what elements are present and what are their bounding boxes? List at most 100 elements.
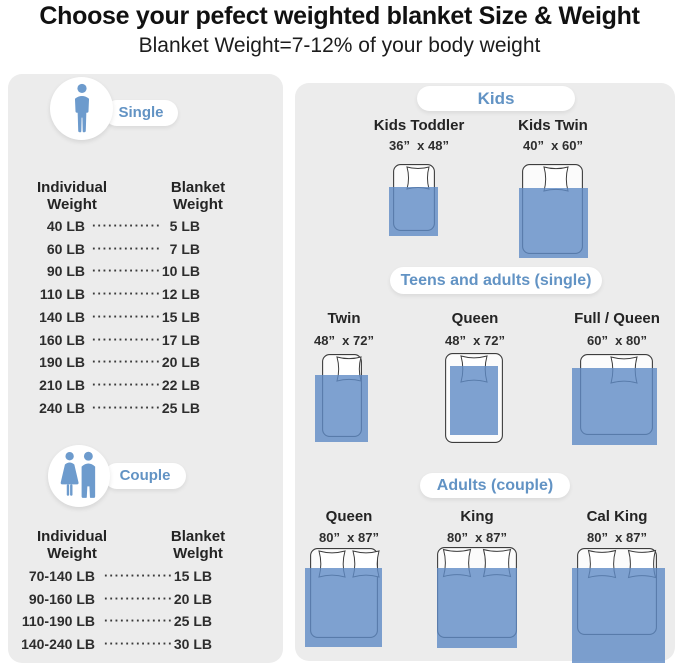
blanket-weight-value: 20 LB: [173, 590, 212, 607]
bed-diagram-queen-couple: [305, 548, 382, 647]
bed-diagram-king: [437, 547, 517, 648]
table-row: 110-190 LB ············· 25 LB: [8, 613, 283, 629]
kids-section-label: Kids: [417, 86, 575, 111]
bed-name-queen-couple: Queen: [325, 508, 373, 525]
individual-weight-value: 240 LB: [39, 399, 85, 416]
bed-name-king: King: [460, 508, 494, 525]
bed-dims-cal-king: 80” x 87”: [587, 530, 647, 545]
individual-weight-value: 210 LB: [39, 376, 85, 393]
bed-name-queen-single: Queen: [451, 310, 499, 327]
couple-persons-glyph: [60, 451, 96, 498]
individual-weight-value: 190 LB: [39, 354, 85, 371]
bed-diagram-twin: [315, 354, 368, 442]
dots-leader: ·············: [92, 376, 162, 392]
bed-name-kids-toddler: Kids Toddler: [373, 117, 465, 134]
dots-leader: ·············: [92, 240, 162, 256]
table-row: 90-160 LB ············· 20 LB: [8, 591, 283, 607]
bed-illustration: [572, 548, 665, 663]
bed-diagram-kids-toddler: [389, 164, 438, 236]
blanket-weight-value: 15 LB: [173, 568, 212, 584]
bed-sizes-panel: Kids Kids Toddler 36” x 48” Kids Twin 40…: [295, 83, 675, 663]
couple-label-pill: Couple: [104, 463, 186, 489]
bed-dims-queen-couple: 80” x 87”: [319, 530, 379, 545]
couple-label: Couple: [119, 467, 171, 484]
page-title: Choose your pefect weighted blanket Size…: [39, 2, 640, 30]
bed-diagram-full-queen: [572, 354, 657, 445]
bed-dims-twin: 48” x 72”: [314, 333, 374, 348]
dots-leader: ·············: [104, 590, 174, 606]
blanket-weight-value: 25 LB: [161, 399, 200, 416]
table-row: 240 LB ············· 25 LB: [8, 400, 283, 416]
dots-leader: ·············: [104, 568, 174, 583]
bed-illustration: [445, 353, 503, 443]
bed-dims-queen-single: 48” x 72”: [445, 333, 505, 348]
blanket-weight-value: 12 LB: [161, 286, 200, 303]
dots-leader: ·············: [92, 263, 162, 279]
blanket-weight-value: 17 LB: [161, 331, 200, 348]
table-row: 70-140 LB ············· 15 LB: [8, 568, 283, 584]
single-col1-header: Individual Weight: [36, 179, 107, 213]
bed-diagram-cal-king: [572, 548, 665, 663]
couple-col2-header: Blanket Welght: [170, 528, 226, 562]
weight-tables-panel: Single Individual Weight Blanket Weight …: [8, 74, 283, 663]
dots-leader: ·············: [104, 636, 174, 652]
single-person-glyph: [74, 83, 89, 132]
dots-leader: ·············: [92, 308, 162, 324]
single-label: Single: [118, 104, 164, 121]
table-row: 90 LB ············· 10 LB: [8, 263, 283, 279]
bed-illustration: [389, 164, 438, 236]
single-person-icon: [50, 77, 113, 140]
table-row: 190 LB ············· 20 LB: [8, 354, 283, 370]
bed-name-twin: Twin: [327, 310, 361, 327]
bed-name-kids-twin: Kids Twin: [518, 117, 588, 134]
dots-leader: ·············: [92, 286, 162, 302]
individual-weight-value: 90 LB: [46, 263, 85, 280]
bed-dims-kids-toddler: 36” x 48”: [389, 138, 449, 153]
bed-dims-king: 80” x 87”: [447, 530, 507, 545]
individual-weight-value: 70-140 LB: [28, 568, 95, 584]
individual-weight-value: 140-240 LB: [21, 636, 95, 653]
couple-col1-header: Individual Weight: [36, 528, 107, 562]
table-row: 160 LB ············· 17 LB: [8, 332, 283, 348]
individual-weight-value: 60 LB: [46, 240, 85, 257]
individual-weight-value: 40 LB: [46, 218, 85, 234]
bed-illustration: [315, 354, 368, 442]
individual-weight-value: 110-190 LB: [21, 613, 95, 630]
table-row: 210 LB ············· 22 LB: [8, 377, 283, 393]
adults-section-label: Adults (couple): [420, 473, 570, 498]
dots-leader: ·············: [92, 331, 162, 347]
single-label-pill: Single: [104, 100, 178, 126]
couple-persons-icon: [48, 445, 110, 507]
blanket-weight-value: 30 LB: [173, 636, 212, 653]
blanket-weight-value: 22 LB: [161, 376, 200, 393]
teens-section-label: Teens and adults (single): [390, 267, 602, 294]
bed-diagram-queen-single: [445, 353, 503, 443]
blanket-weight-value: 20 LB: [161, 354, 200, 371]
single-col2-header: Blanket Weight: [170, 179, 226, 213]
individual-weight-value: 160 LB: [39, 331, 85, 348]
dots-leader: ·············: [92, 399, 162, 415]
bed-diagram-kids-twin: [519, 164, 588, 258]
blanket-weight-value: 10 LB: [161, 263, 200, 280]
dots-leader: ·············: [104, 613, 174, 629]
page-subtitle: Blanket Weight=7-12% of your body weight: [138, 34, 541, 57]
individual-weight-value: 90-160 LB: [28, 590, 95, 607]
individual-weight-value: 140 LB: [39, 308, 85, 325]
dots-leader: ·············: [92, 354, 162, 370]
table-row: 140-240 LB ············· 30 LB: [8, 636, 283, 652]
bed-name-full-queen: Full / Queen: [574, 310, 660, 327]
blanket-weight-value: 15 LB: [161, 308, 200, 325]
bed-illustration: [305, 548, 382, 647]
bed-dims-full-queen: 60” x 80”: [587, 333, 647, 348]
blanket-weight-value: 25 LB: [173, 613, 212, 630]
dots-leader: ·············: [92, 218, 162, 233]
table-row: 40 LB ············· 5 LB: [8, 218, 283, 234]
bed-illustration: [437, 547, 517, 648]
bed-illustration: [572, 354, 657, 445]
bed-dims-kids-twin: 40” x 60”: [523, 138, 583, 153]
bed-name-cal-king: Cal King: [586, 508, 648, 525]
table-row: 110 LB ············· 12 LB: [8, 286, 283, 302]
blanket-weight-value: 7 LB: [169, 240, 200, 257]
blanket-weight-value: 5 LB: [169, 218, 200, 234]
